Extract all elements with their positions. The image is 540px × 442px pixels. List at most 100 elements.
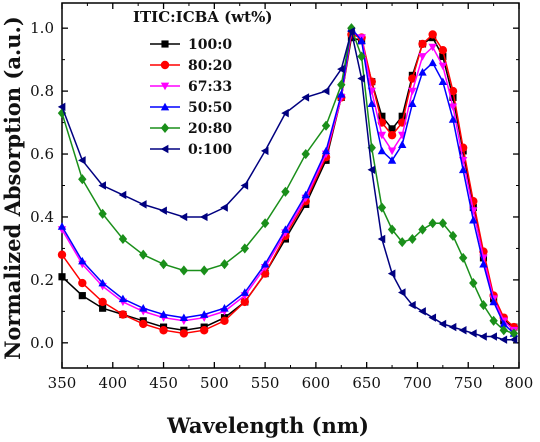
legend-item: 0:100	[150, 142, 232, 158]
data-point	[398, 237, 407, 248]
y-tick-label: 0.0	[30, 334, 54, 352]
y-tick-label: 0.8	[30, 82, 54, 100]
data-point	[449, 93, 457, 101]
data-point	[321, 86, 330, 96]
data-point	[439, 52, 447, 61]
x-tick-label: 550	[251, 374, 280, 392]
data-point	[408, 300, 416, 310]
data-point	[260, 218, 270, 229]
data-point	[418, 39, 427, 49]
x-tick-label: 350	[48, 374, 77, 392]
data-point	[387, 156, 397, 164]
data-point	[378, 112, 386, 120]
data-point	[418, 68, 427, 76]
data-point	[367, 99, 376, 108]
y-tick-label: 0.2	[30, 271, 54, 289]
data-point	[199, 265, 209, 276]
data-point	[479, 300, 488, 311]
legend-marker	[160, 122, 170, 134]
data-point	[57, 102, 66, 112]
data-point	[357, 51, 366, 62]
data-point	[448, 230, 458, 241]
data-point	[281, 108, 289, 118]
data-point	[428, 218, 437, 229]
data-point	[377, 131, 387, 140]
data-point	[220, 304, 229, 312]
data-point	[78, 174, 87, 185]
data-point	[357, 36, 366, 45]
data-point	[408, 233, 417, 245]
data-point	[469, 329, 477, 338]
data-point	[321, 146, 331, 155]
data-point	[57, 222, 67, 230]
x-tick-label: 650	[352, 374, 381, 392]
data-point	[179, 212, 188, 222]
data-point	[428, 43, 437, 52]
series-line	[61, 25, 515, 335]
legend-label: 80:20	[188, 58, 232, 74]
x-tick-label: 700	[403, 374, 432, 392]
legend-marker	[160, 144, 169, 154]
data-point	[448, 322, 457, 332]
data-point	[159, 206, 167, 215]
plot-border	[61, 2, 520, 369]
data-point	[377, 146, 387, 155]
data-point	[387, 130, 397, 140]
data-point	[321, 120, 331, 131]
data-point	[387, 269, 396, 278]
data-point	[509, 335, 518, 344]
data-point	[469, 278, 478, 289]
x-tick-label: 800	[505, 374, 534, 392]
legend-label: 0:100	[188, 142, 232, 158]
series-100-0	[58, 34, 518, 334]
data-point	[387, 224, 397, 235]
data-point	[220, 316, 229, 326]
data-point	[418, 53, 427, 61]
data-point	[377, 202, 387, 213]
series-50-50	[57, 23, 519, 337]
legend-label: 50:50	[188, 100, 232, 116]
data-point	[139, 304, 148, 312]
data-point	[489, 297, 498, 306]
data-point	[357, 74, 365, 83]
data-point	[301, 93, 310, 102]
data-point	[118, 310, 128, 319]
data-point	[260, 146, 269, 156]
data-point	[240, 181, 249, 190]
data-point	[139, 200, 147, 209]
data-point	[337, 90, 346, 98]
legend-label: 20:80	[188, 121, 232, 137]
series-0-100	[57, 27, 518, 344]
x-tick-label: 750	[454, 374, 483, 392]
data-point	[367, 165, 376, 174]
data-point	[448, 86, 458, 96]
data-point	[98, 208, 107, 219]
y-tick-label: 1.0	[30, 19, 54, 37]
data-point	[499, 319, 508, 328]
data-point	[240, 288, 249, 296]
data-point	[98, 278, 107, 287]
data-point	[438, 62, 448, 71]
data-point	[509, 328, 519, 339]
data-point	[281, 186, 290, 197]
y-axis: 0.0 0.2 0.4 0.6 0.8 1.0	[30, 19, 519, 352]
data-point	[78, 256, 87, 265]
data-point	[418, 307, 426, 316]
data-point	[469, 215, 478, 224]
data-point	[398, 288, 406, 297]
data-point	[98, 181, 106, 190]
y-tick-label: 0.6	[30, 145, 54, 163]
plot-frame	[61, 2, 520, 369]
data-point	[159, 259, 168, 270]
data-point	[448, 103, 458, 112]
data-point	[387, 147, 397, 156]
series-line	[61, 30, 515, 331]
data-point	[118, 233, 128, 245]
data-point	[458, 165, 468, 174]
legend-label: 67:33	[188, 79, 232, 95]
data-point	[418, 224, 427, 235]
data-point	[118, 190, 127, 200]
y-tick-label: 0.4	[30, 208, 54, 226]
data-point	[438, 45, 448, 55]
